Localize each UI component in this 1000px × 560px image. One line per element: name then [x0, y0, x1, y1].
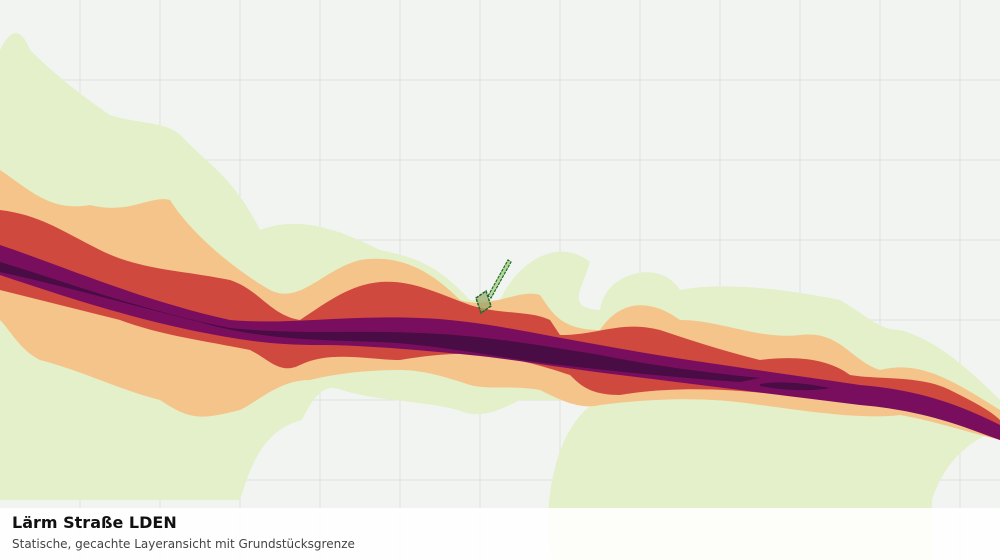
map-title: Lärm Straße LDEN [12, 513, 177, 532]
noise-zone-low [0, 33, 1000, 560]
parcel-boundary [475, 259, 512, 315]
caption-panel [0, 508, 1000, 560]
noise-zone-extreme [760, 382, 830, 391]
noise-zone-extreme [0, 262, 760, 382]
map-subtitle: Statische, gecachte Layeransicht mit Gru… [12, 537, 355, 551]
